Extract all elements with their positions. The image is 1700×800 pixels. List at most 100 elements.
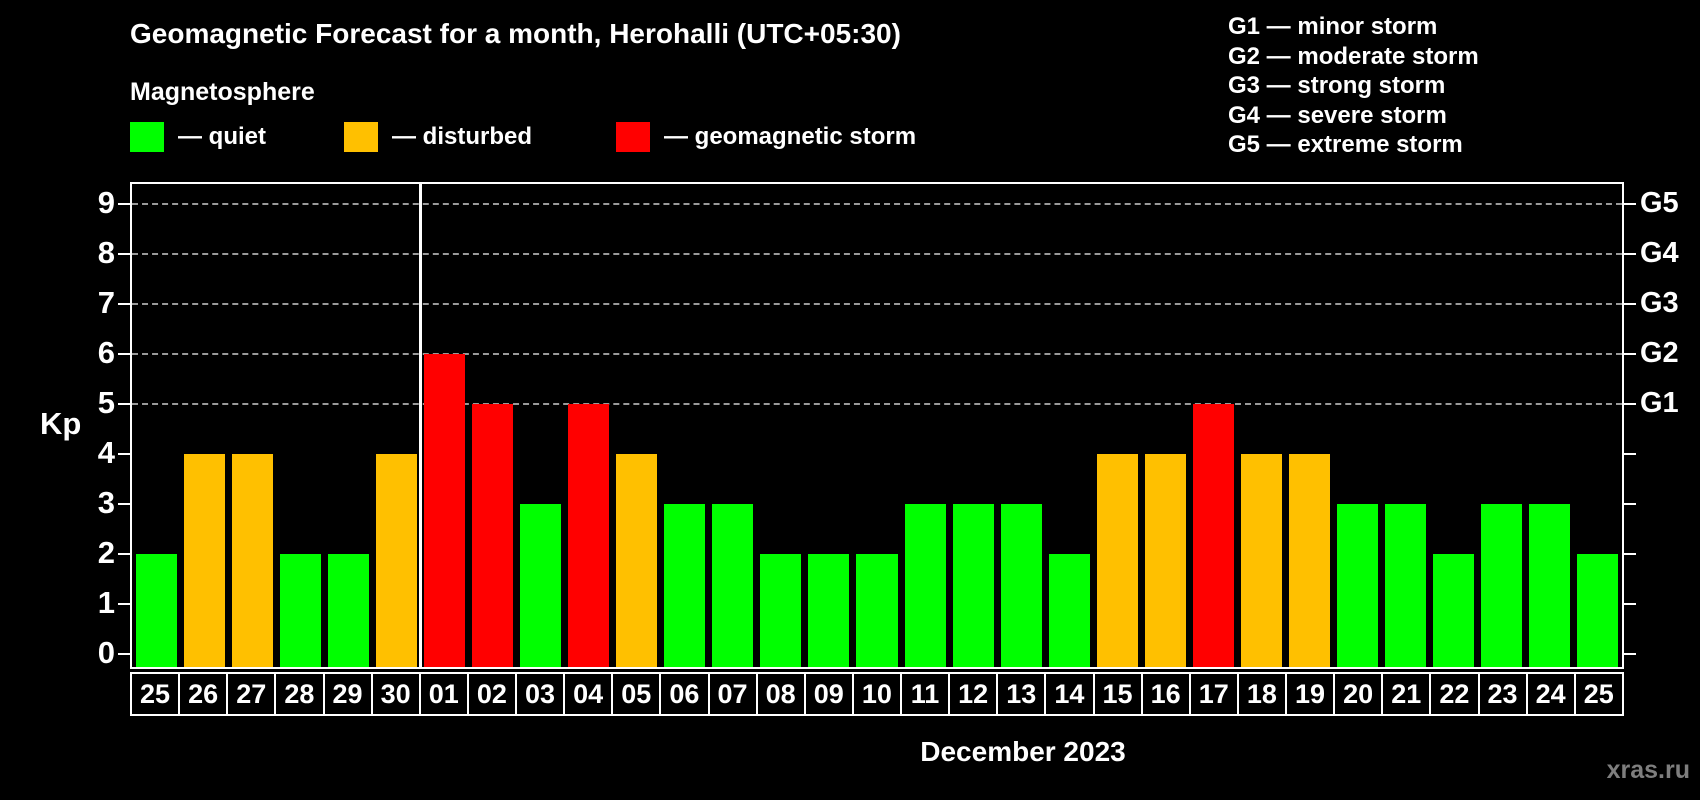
day-box-dec-07: 07 (707, 672, 758, 716)
kp-bar-day-16 (1144, 454, 1186, 667)
kp-bar-day-25 (135, 554, 177, 667)
y-tick-label-7: 7 (97, 285, 115, 320)
kp-bar-day-15 (1096, 454, 1138, 667)
gridline-kp8 (132, 253, 1622, 255)
left-tick-kp8 (118, 253, 130, 255)
watermark: xras.ru (1606, 756, 1690, 784)
month-separator-line (418, 184, 422, 667)
day-box-dec-13: 13 (996, 672, 1047, 716)
day-box-dec-21: 21 (1381, 672, 1432, 716)
right-tick-kp9 (1624, 203, 1636, 205)
right-tick-kp6 (1624, 353, 1636, 355)
right-tick-kp2 (1624, 553, 1636, 555)
day-box-dec-06: 06 (659, 672, 710, 716)
kp-bar-day-28 (279, 554, 321, 667)
day-box-dec-04: 04 (563, 672, 614, 716)
y-axis-title: Kp (40, 406, 82, 441)
kp-bar-day-02 (471, 404, 513, 667)
left-tick-kp3 (118, 503, 130, 505)
g-label-g5: G5 (1640, 187, 1679, 219)
right-tick-kp5 (1624, 403, 1636, 405)
kp-bar-day-09 (808, 554, 850, 667)
g-legend-line-g3: G3 — strong storm (1228, 72, 1446, 99)
left-tick-kp0 (118, 653, 130, 655)
chart-plot-area (118, 182, 1636, 669)
g-label-g2: G2 (1640, 337, 1679, 369)
kp-bar-day-11 (904, 504, 946, 667)
day-box-dec-10: 10 (851, 672, 902, 716)
kp-bar-day-30 (375, 454, 417, 667)
left-tick-kp2 (118, 553, 130, 555)
kp-bar-day-19 (1289, 454, 1331, 667)
g-legend-line-g1: G1 — minor storm (1228, 13, 1438, 40)
day-box-dec-20: 20 (1333, 672, 1384, 716)
kp-bar-day-12 (952, 504, 994, 667)
day-box-dec-17: 17 (1188, 672, 1239, 716)
g-label-g1: G1 (1640, 387, 1679, 419)
day-box-nov-27: 27 (226, 672, 277, 716)
g-legend-line-g2: G2 — moderate storm (1228, 42, 1479, 70)
y-tick-label-8: 8 (97, 235, 115, 270)
y-tick-label-2: 2 (97, 535, 115, 570)
kp-bar-day-21 (1385, 504, 1427, 667)
storm-swatch-icon (616, 122, 650, 152)
day-box-nov-25: 25 (130, 672, 181, 716)
right-tick-kp4 (1624, 453, 1636, 455)
kp-bar-day-10 (856, 554, 898, 667)
left-tick-kp6 (118, 353, 130, 355)
y-tick-label-5: 5 (97, 385, 115, 420)
kp-bar-day-18 (1240, 454, 1283, 667)
day-box-nov-29: 29 (322, 672, 373, 716)
quiet-swatch-icon (130, 122, 164, 152)
day-box-dec-22: 22 (1429, 672, 1480, 716)
y-tick-label-0: 0 (97, 635, 115, 670)
day-box-dec-09: 09 (803, 672, 854, 716)
gridline-kp5 (132, 403, 1622, 405)
right-tick-kp3 (1624, 503, 1636, 505)
day-box-dec-16: 16 (1140, 672, 1191, 716)
x-axis-title: December 2023 (920, 736, 1126, 767)
kp-bar-day-23 (1481, 504, 1523, 667)
kp-bar-day-03 (520, 504, 562, 667)
y-tick-label-3: 3 (97, 485, 115, 520)
gridline-kp9 (132, 203, 1622, 205)
left-tick-kp7 (118, 303, 130, 305)
day-box-dec-11: 11 (900, 672, 951, 716)
legend-item-quiet: — quiet (130, 122, 266, 152)
left-tick-kp1 (118, 603, 130, 605)
left-tick-kp5 (118, 403, 130, 405)
day-box-dec-12: 12 (948, 672, 999, 716)
left-tick-kp9 (118, 203, 130, 205)
kp-bar-day-14 (1048, 554, 1090, 667)
x-axis-day-boxes: 25 26 27 28 29 30 01 02 03 04 05 06 07 08 09 10 11 12 13 14… (130, 672, 1624, 716)
gridline-kp6 (132, 353, 1622, 355)
gridline-kp7 (132, 303, 1622, 305)
kp-bar-day-01 (423, 354, 465, 667)
day-box-nov-28: 28 (274, 672, 325, 716)
chart-subtitle: Magnetosphere (130, 78, 315, 106)
y-tick-label-4: 4 (97, 435, 115, 470)
y-tick-label-6: 6 (97, 335, 115, 370)
legend-item-storm: — geomagnetic storm (616, 122, 916, 152)
kp-bar-day-25 (1577, 554, 1619, 667)
day-box-nov-26: 26 (178, 672, 229, 716)
g-legend-line-g4: G4 — severe storm (1228, 101, 1447, 129)
kp-bar-day-22 (1433, 554, 1475, 667)
kp-bar-day-08 (760, 554, 802, 667)
legend-item-disturbed: — disturbed (344, 122, 532, 152)
y-tick-label-9: 9 (97, 185, 115, 220)
day-box-dec-03: 03 (515, 672, 566, 716)
day-box-dec-05: 05 (611, 672, 662, 716)
day-box-dec-01: 01 (418, 672, 469, 716)
g-label-g3: G3 (1640, 287, 1679, 319)
y-tick-label-1: 1 (97, 585, 115, 620)
kp-bar-day-26 (183, 454, 225, 667)
page-title: Geomagnetic Forecast for a month, Heroha… (130, 18, 901, 49)
legend-label-disturbed: — disturbed (392, 123, 533, 150)
right-tick-kp1 (1624, 603, 1636, 605)
day-box-dec-08: 08 (755, 672, 806, 716)
kp-bar-day-27 (231, 454, 273, 667)
kp-bar-day-13 (1000, 504, 1042, 667)
legend-label-storm: — geomagnetic storm (664, 123, 917, 150)
right-tick-kp8 (1624, 253, 1636, 255)
